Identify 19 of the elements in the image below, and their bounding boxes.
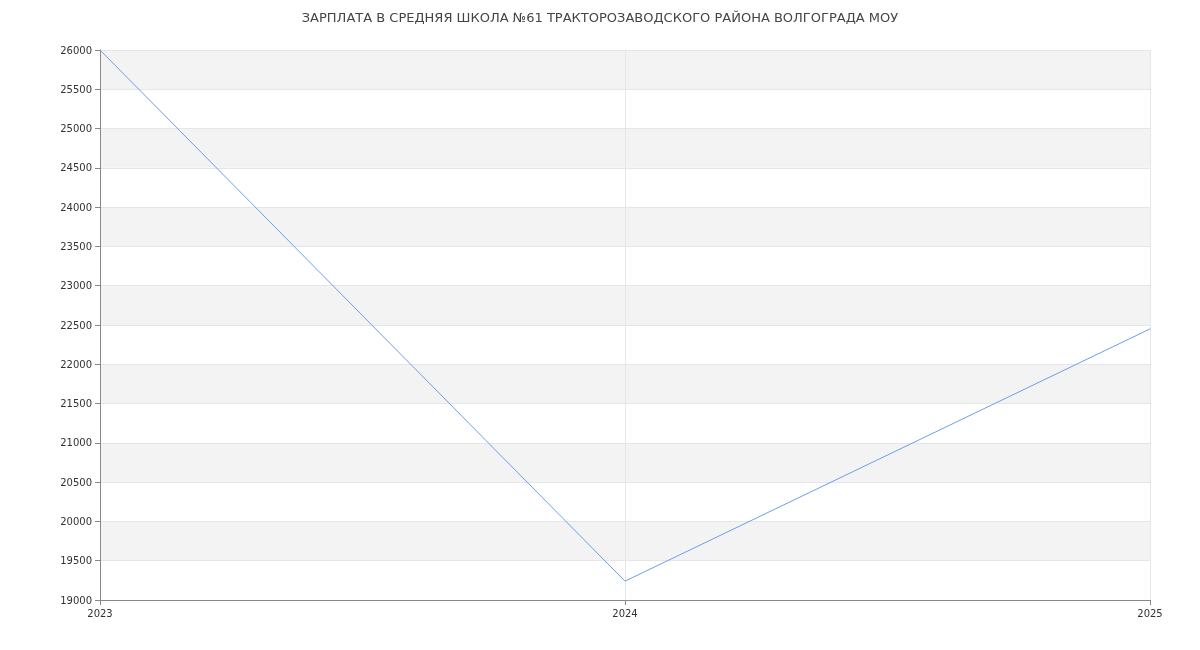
y-tick-label: 25500 (60, 83, 92, 95)
y-tick-label: 19500 (60, 555, 92, 567)
y-tick-label: 20500 (60, 476, 92, 488)
y-tick-label: 23500 (60, 240, 92, 252)
y-tick-label: 21500 (60, 398, 92, 410)
x-tick-label: 2024 (612, 607, 638, 619)
y-tick-label: 24500 (60, 162, 92, 174)
x-tick-label: 2025 (1137, 607, 1163, 619)
y-tick-label: 22000 (60, 358, 92, 370)
y-tick-label: 23000 (60, 280, 92, 292)
y-tick-label: 26000 (60, 44, 92, 56)
y-tick-label: 19000 (60, 594, 92, 606)
y-tick-label: 20000 (60, 515, 92, 527)
y-tick-label: 25000 (60, 123, 92, 135)
y-tick-label: 24000 (60, 201, 92, 213)
x-tick-label: 2023 (87, 607, 113, 619)
y-tick-label: 22500 (60, 319, 92, 331)
y-tick-label: 21000 (60, 437, 92, 449)
chart-title: ЗАРПЛАТА В СРЕДНЯЯ ШКОЛА №61 ТРАКТОРОЗАВОДСКОГО РАЙОНА ВОЛГОГРАДА МОУ (301, 10, 899, 25)
